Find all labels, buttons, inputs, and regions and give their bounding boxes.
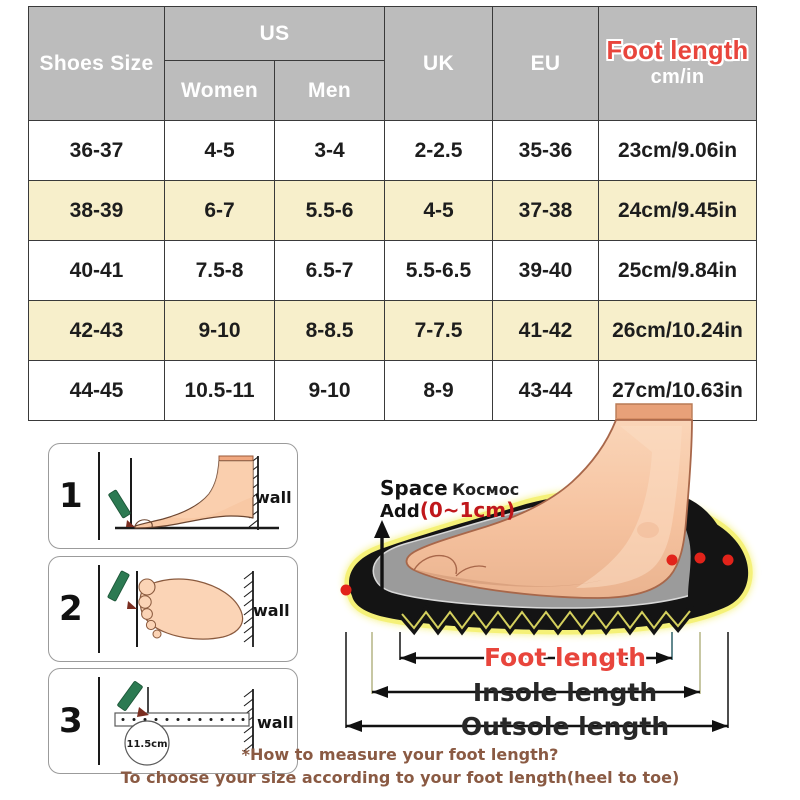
step-number: 2 (59, 589, 83, 629)
header-us: US (164, 6, 385, 61)
header-foot-length-text: Foot length (606, 35, 749, 66)
header-foot-length-unit: cm/in (650, 65, 705, 88)
outsole-length-label: Outsole length (460, 712, 670, 741)
wall-label: wall (253, 601, 290, 620)
insole-length-arrow (372, 686, 700, 698)
header-us-women: Women (164, 60, 275, 121)
measure-dot-left (340, 584, 352, 596)
add-label-en: Add (380, 500, 420, 522)
measure-dot-right-1 (666, 554, 678, 566)
step-number: 1 (59, 476, 83, 516)
add-value: (0~1cm) (419, 497, 516, 522)
footer-subtitle: To choose your size according to your fo… (120, 768, 680, 787)
cell-uk: 4-5 (384, 180, 493, 241)
space-label-ru: Космос (452, 480, 520, 499)
table-row: 40-41 7.5-8 6.5-7 5.5-6.5 39-40 25cm/9.8… (28, 240, 757, 301)
cell-us-women: 9-10 (164, 300, 275, 361)
table-body: 36-37 4-5 3-4 2-2.5 35-36 23cm/9.06in 38… (28, 120, 757, 421)
cell-us-men: 8-8.5 (274, 300, 385, 361)
step-divider (98, 565, 100, 653)
foot-side-view-illustration (108, 455, 279, 530)
header-uk: UK (384, 6, 493, 121)
header-shoes-size: Shoes Size (28, 6, 165, 121)
space-label-en: Space (380, 476, 448, 500)
cell-eu: 43-44 (492, 360, 599, 421)
cell-foot-length: 26cm/10.24in (598, 300, 757, 361)
header-foot-length: Foot length cm/in (598, 6, 757, 121)
wall-label: wall (257, 713, 294, 732)
cell-us-women: 4-5 (164, 120, 275, 181)
cell-shoes-size: 40-41 (28, 240, 165, 301)
cell-uk: 8-9 (384, 360, 493, 421)
cell-uk: 7-7.5 (384, 300, 493, 361)
table-row: 42-43 9-10 8-8.5 7-7.5 41-42 26cm/10.24i… (28, 300, 757, 361)
step-divider (98, 677, 100, 765)
cell-eu: 37-38 (492, 180, 599, 241)
cell-shoes-size: 36-37 (28, 120, 165, 181)
header-us-men: Men (274, 60, 385, 121)
ruler-measurement-illustration: 11.5cm (114, 681, 254, 766)
footer-question: *How to measure your foot length? (241, 745, 559, 764)
cell-shoes-size: 44-45 (28, 360, 165, 421)
cell-us-men: 5.5-6 (274, 180, 385, 241)
foot-top-view-illustration (107, 570, 254, 647)
measure-dot-right-2 (694, 552, 706, 564)
cell-us-women: 6-7 (164, 180, 275, 241)
measure-step-2-card: 2 wall (48, 556, 298, 662)
foot-in-shoe-illustration (340, 403, 753, 636)
cell-us-men: 6.5-7 (274, 240, 385, 301)
ruler-reading-value: 11.5cm (126, 739, 167, 750)
measure-dot-right-3 (722, 554, 734, 566)
table-row: 36-37 4-5 3-4 2-2.5 35-36 23cm/9.06in (28, 120, 757, 181)
cell-uk: 2-2.5 (384, 120, 493, 181)
measurement-arrows (345, 632, 729, 732)
cell-us-women: 7.5-8 (164, 240, 275, 301)
cell-us-men: 9-10 (274, 360, 385, 421)
foot-length-arrow (400, 652, 672, 664)
foot-measurement-diagram: Space Космос Add(0~1cm) (330, 400, 800, 741)
measure-step-1-card: 1 wall (48, 443, 298, 549)
cell-foot-length: 25cm/9.84in (598, 240, 757, 301)
cell-eu: 39-40 (492, 240, 599, 301)
outsole-length-arrow (346, 720, 728, 732)
cell-eu: 35-36 (492, 120, 599, 181)
wall-label: wall (255, 488, 292, 507)
header-eu: EU (492, 6, 599, 121)
cell-us-men: 3-4 (274, 120, 385, 181)
step-divider (98, 452, 100, 540)
cell-eu: 41-42 (492, 300, 599, 361)
table-header: Shoes Size US UK EU Foot length cm/in Wo… (28, 6, 757, 121)
cell-shoes-size: 42-43 (28, 300, 165, 361)
shoe-size-table: Shoes Size US UK EU Foot length cm/in Wo… (28, 6, 757, 421)
cell-uk: 5.5-6.5 (384, 240, 493, 301)
space-add-label: Space Космос Add(0~1cm) (380, 478, 560, 521)
step-number: 3 (59, 701, 83, 741)
table-row: 38-39 6-7 5.5-6 4-5 37-38 24cm/9.45in (28, 180, 757, 241)
cell-us-women: 10.5-11 (164, 360, 275, 421)
cell-shoes-size: 38-39 (28, 180, 165, 241)
measure-step-3-card: 3 11.5cm (48, 668, 298, 774)
cell-foot-length: 24cm/9.45in (598, 180, 757, 241)
insole-length-label: Insole length (472, 678, 658, 707)
foot-length-label: Foot length (483, 643, 647, 672)
space-arrow-up (374, 520, 390, 590)
cell-foot-length: 23cm/9.06in (598, 120, 757, 181)
